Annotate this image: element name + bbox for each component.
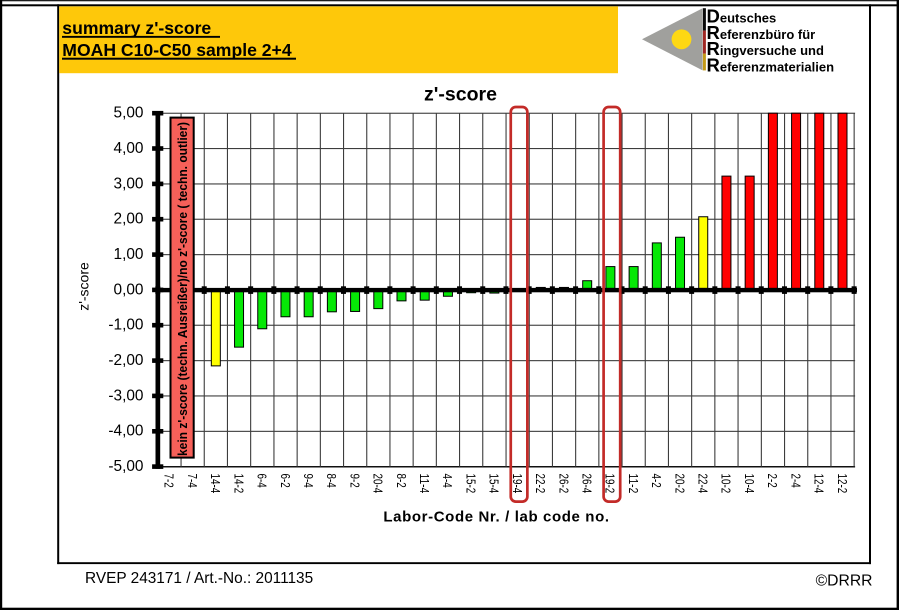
svg-text:9-2: 9-2 (347, 474, 362, 488)
svg-text:summary z'-score: summary z'-score (62, 18, 211, 38)
svg-text:4,00: 4,00 (114, 140, 144, 157)
svg-text:RVEP 243171 / Art.-No.: 201113: RVEP 243171 / Art.-No.: 2011135 (85, 570, 313, 587)
svg-text:22-2: 22-2 (533, 474, 548, 494)
svg-text:12-2: 12-2 (835, 474, 850, 494)
svg-text:-1,00: -1,00 (108, 317, 143, 334)
svg-text:14-2: 14-2 (231, 474, 246, 494)
svg-text:8-4: 8-4 (324, 474, 339, 488)
svg-text:Labor-Code Nr. / lab code no.: Labor-Code Nr. / lab code no. (383, 509, 609, 526)
svg-text:10-4: 10-4 (742, 474, 757, 494)
svg-text:19-4: 19-4 (510, 474, 525, 494)
svg-text:26-2: 26-2 (556, 474, 571, 494)
svg-text:4-2: 4-2 (649, 474, 664, 488)
svg-text:7-2: 7-2 (162, 474, 177, 488)
svg-text:2-2: 2-2 (765, 474, 780, 488)
svg-text:4-4: 4-4 (440, 474, 455, 488)
svg-text:Deutsches: Deutsches (707, 6, 777, 27)
svg-text:15-4: 15-4 (487, 474, 502, 494)
svg-text:9-4: 9-4 (301, 474, 316, 488)
svg-text:11-2: 11-2 (626, 474, 641, 494)
svg-text:6-2: 6-2 (278, 474, 293, 488)
svg-text:20-2: 20-2 (672, 474, 687, 494)
svg-text:3,00: 3,00 (114, 175, 144, 192)
svg-text:26-4: 26-4 (579, 474, 594, 494)
svg-text:0,00: 0,00 (114, 281, 144, 298)
svg-text:-2,00: -2,00 (108, 352, 143, 369)
svg-text:z'-score: z'-score (424, 84, 497, 106)
svg-text:19-2: 19-2 (603, 474, 618, 494)
svg-text:©DRRR: ©DRRR (816, 573, 873, 590)
svg-text:1,00: 1,00 (114, 246, 144, 263)
svg-text:MOAH C10-C50 sample 2+4: MOAH C10-C50 sample 2+4 (62, 40, 292, 60)
svg-text:2,00: 2,00 (114, 211, 144, 228)
svg-text:6-4: 6-4 (255, 474, 270, 488)
svg-text:10-2: 10-2 (719, 474, 734, 494)
svg-text:Referenzbüro für: Referenzbüro für (707, 22, 816, 43)
svg-text:15-2: 15-2 (463, 474, 478, 494)
svg-text:z'-score: z'-score (76, 262, 92, 311)
svg-text:12-4: 12-4 (812, 474, 827, 494)
svg-text:Referenzmaterialien: Referenzmaterialien (707, 55, 835, 76)
svg-text:-3,00: -3,00 (108, 387, 143, 404)
svg-text:22-4: 22-4 (696, 474, 711, 494)
svg-text:14-4: 14-4 (208, 474, 223, 494)
svg-text:7-4: 7-4 (185, 474, 200, 488)
svg-text:-4,00: -4,00 (108, 423, 143, 440)
svg-text:5,00: 5,00 (114, 105, 144, 122)
svg-text:2-4: 2-4 (788, 474, 803, 488)
svg-text:kein z'-score (techn. Ausreiße: kein z'-score (techn. Ausreißer)/no z'-s… (175, 122, 190, 456)
svg-text:20-4: 20-4 (371, 474, 386, 494)
svg-text:Ringversuche und: Ringversuche und (707, 38, 824, 59)
svg-text:11-4: 11-4 (417, 474, 432, 494)
svg-text:8-2: 8-2 (394, 474, 409, 488)
svg-text:-5,00: -5,00 (108, 458, 143, 475)
